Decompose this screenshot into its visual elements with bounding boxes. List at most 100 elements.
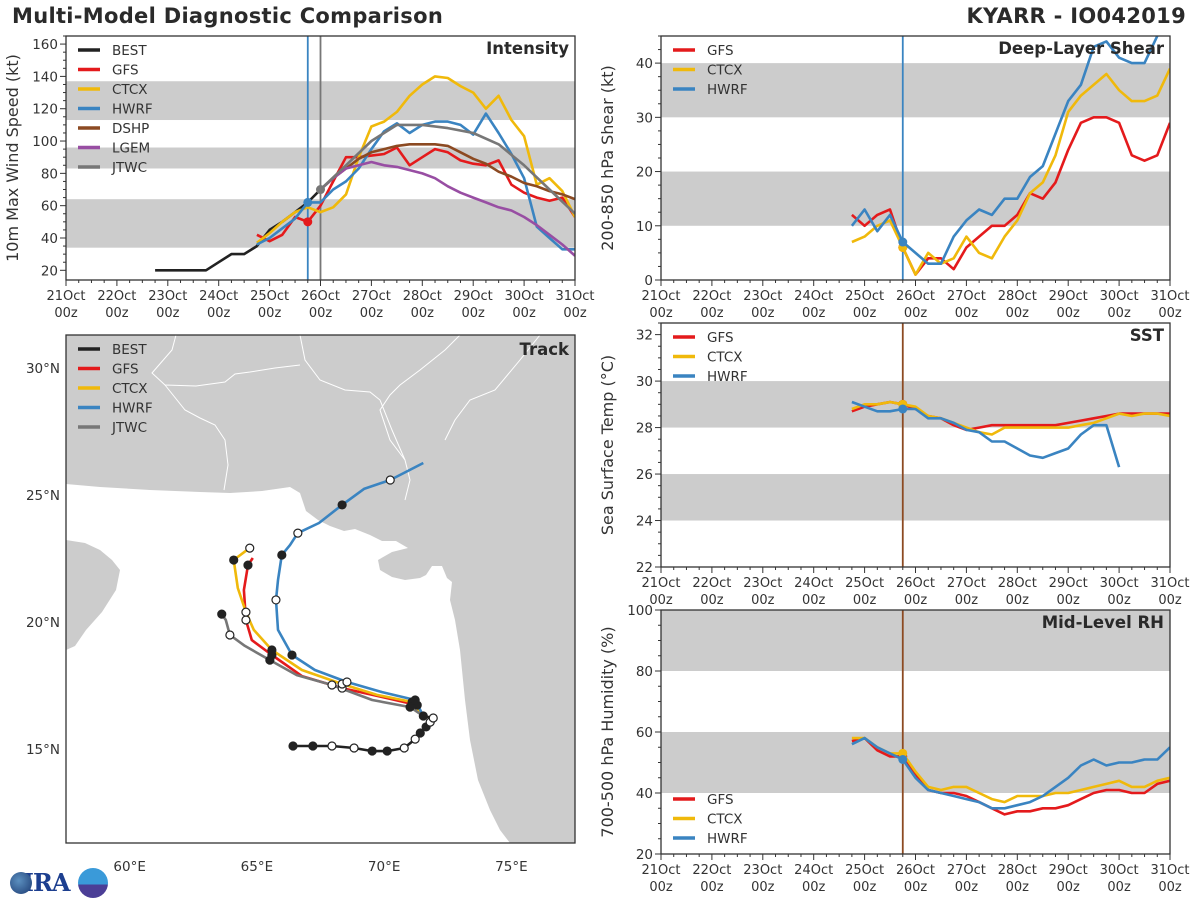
x-tick-label: 00z	[1158, 306, 1182, 321]
y-tick-label: 40	[636, 786, 653, 802]
series-line-lgem	[319, 160, 575, 257]
x-tick-label: 29Oct	[1049, 576, 1088, 591]
legend-label-gfs: GFS	[707, 43, 734, 59]
x-tick-label: 28Oct	[998, 863, 1037, 878]
track-position-marker	[399, 743, 409, 753]
series-line-ctcx	[256, 75, 575, 244]
x-tick-label: 27Oct	[947, 863, 986, 878]
x-tick-label: 00z	[156, 306, 180, 321]
legend-label-best: BEST	[112, 43, 147, 59]
panel-title: Mid-Level RH	[1042, 613, 1164, 632]
y-tick-label: 20	[41, 263, 58, 279]
x-tick-label: 31Oct	[1150, 863, 1189, 878]
border-line	[444, 335, 541, 441]
legend-label-dshp: DSHP	[112, 121, 149, 137]
track-line-hwrf	[274, 461, 425, 717]
x-tick-label: 00z	[700, 593, 724, 608]
panel-intensity: 21Oct 00z 22Oct 00z 23Oct 00z 24Oct 00z 25Oct 00z…	[3, 35, 595, 321]
track-position-marker	[267, 645, 277, 655]
x-tick-label: 24Oct	[794, 576, 833, 591]
y-axis-label: 700-500 hPa Humidity (%)	[598, 626, 617, 837]
x-tick-label: 00z	[802, 306, 826, 321]
series-line-jtwc	[319, 123, 575, 215]
threshold-band	[661, 171, 1170, 226]
track-position-marker	[277, 550, 287, 560]
y-tick-label: 28	[636, 421, 653, 437]
x-tick-label: 24Oct	[794, 289, 833, 304]
x-tick-label: 25Oct	[845, 863, 884, 878]
y-tick-label: 120	[32, 102, 58, 118]
x-tick-label: 29Oct	[454, 289, 493, 304]
x-tick-label: 00z	[1057, 880, 1081, 895]
legend-label-lgem: LGEM	[112, 141, 150, 157]
y-tick-label: 100	[32, 134, 58, 150]
legend-label-ctcx: CTCX	[112, 381, 148, 397]
x-tick-label: 00z	[649, 880, 673, 895]
land	[66, 335, 575, 843]
x-tick-label: 00z	[700, 880, 724, 895]
y-tick-label: 0	[644, 273, 653, 289]
panel-title: Track	[520, 340, 570, 359]
x-tick-label: 00z	[904, 593, 928, 608]
track-position-marker	[265, 655, 275, 665]
legend-label-hwrf: HWRF	[112, 401, 153, 417]
track-position-marker	[241, 607, 251, 617]
y-tick-label: 40	[41, 231, 58, 247]
x-tick-label: 30Oct	[1100, 289, 1139, 304]
x-tick-label: 00z	[649, 593, 673, 608]
y-axis-label: Sea Surface Temp (°C)	[598, 355, 617, 535]
x-tick-label: 31Oct	[555, 289, 594, 304]
x-tick-label: 00z	[1057, 306, 1081, 321]
x-tick-label: 00z	[955, 880, 979, 895]
x-tick-label: 00z	[955, 306, 979, 321]
x-tick-label: 21Oct	[641, 576, 680, 591]
x-tick-label: 31Oct	[1150, 289, 1189, 304]
track-position-marker	[415, 728, 425, 738]
legend-label-best: BEST	[112, 342, 147, 358]
y-tick-label: 24	[636, 514, 653, 530]
x-tick-label: 30Oct	[1100, 863, 1139, 878]
x-tick-label: 00z	[700, 306, 724, 321]
track-position-marker	[225, 630, 235, 640]
x-tick-label: 21Oct	[641, 289, 680, 304]
x-tick-label: 24Oct	[794, 863, 833, 878]
x-tick-label: 00z	[1107, 880, 1131, 895]
x-tick-label: 00z	[1107, 306, 1131, 321]
y-tick-label: 80	[636, 664, 653, 680]
x-tick-label: 00z	[411, 306, 435, 321]
track-position-marker	[418, 711, 428, 721]
track-position-marker	[293, 528, 303, 538]
land	[66, 540, 120, 650]
x-tick-label: 00z	[258, 306, 282, 321]
x-tick-label: 00z	[904, 880, 928, 895]
legend-label-gfs: GFS	[112, 362, 139, 378]
legend: GFS CTCX HWRF	[673, 330, 748, 385]
x-tick-label: 00z	[1057, 593, 1081, 608]
x-tick-label: 22Oct	[97, 289, 136, 304]
series-marker-hwrf	[303, 197, 313, 207]
x-tick-label: 00z	[563, 306, 587, 321]
track-position-marker	[217, 609, 227, 619]
x-tick-label: 23Oct	[743, 289, 782, 304]
track-position-marker	[410, 734, 420, 744]
lon-tick-label: 70°E	[368, 859, 400, 875]
x-tick-label: 23Oct	[743, 863, 782, 878]
legend-label-ctcx: CTCX	[112, 82, 148, 98]
series-marker-hwrf	[898, 237, 908, 247]
legend-label-ctcx: CTCX	[707, 63, 743, 79]
legend-label-gfs: GFS	[707, 792, 734, 808]
y-axis-label: 10m Max Wind Speed (kt)	[3, 54, 22, 262]
lat-tick-label: 30°N	[26, 361, 60, 377]
lat-tick-label: 20°N	[26, 615, 60, 631]
x-tick-label: 00z	[207, 306, 231, 321]
x-tick-label: 25Oct	[250, 289, 289, 304]
x-tick-label: 28Oct	[998, 289, 1037, 304]
border-line	[164, 384, 229, 491]
x-tick-label: 00z	[802, 880, 826, 895]
y-tick-label: 20	[636, 847, 653, 863]
legend: BEST GFS CTCX HWRF DSHP LGEM JTWC	[78, 43, 153, 176]
panel-track: 60°E 65°E 70°E 75°E 15°N 20°N 25°N 30°N Track BES…	[26, 334, 576, 875]
panel-deep-layer-shear: 21Oct 00z 22Oct 00z 23Oct 00z 24Oct 00z 25Oct 00z…	[598, 35, 1190, 321]
track-position-marker	[382, 746, 392, 756]
